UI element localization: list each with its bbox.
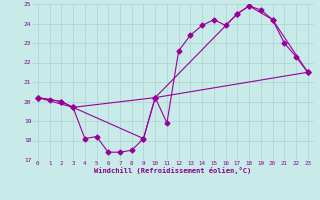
X-axis label: Windchill (Refroidissement éolien,°C): Windchill (Refroidissement éolien,°C) xyxy=(94,167,252,174)
